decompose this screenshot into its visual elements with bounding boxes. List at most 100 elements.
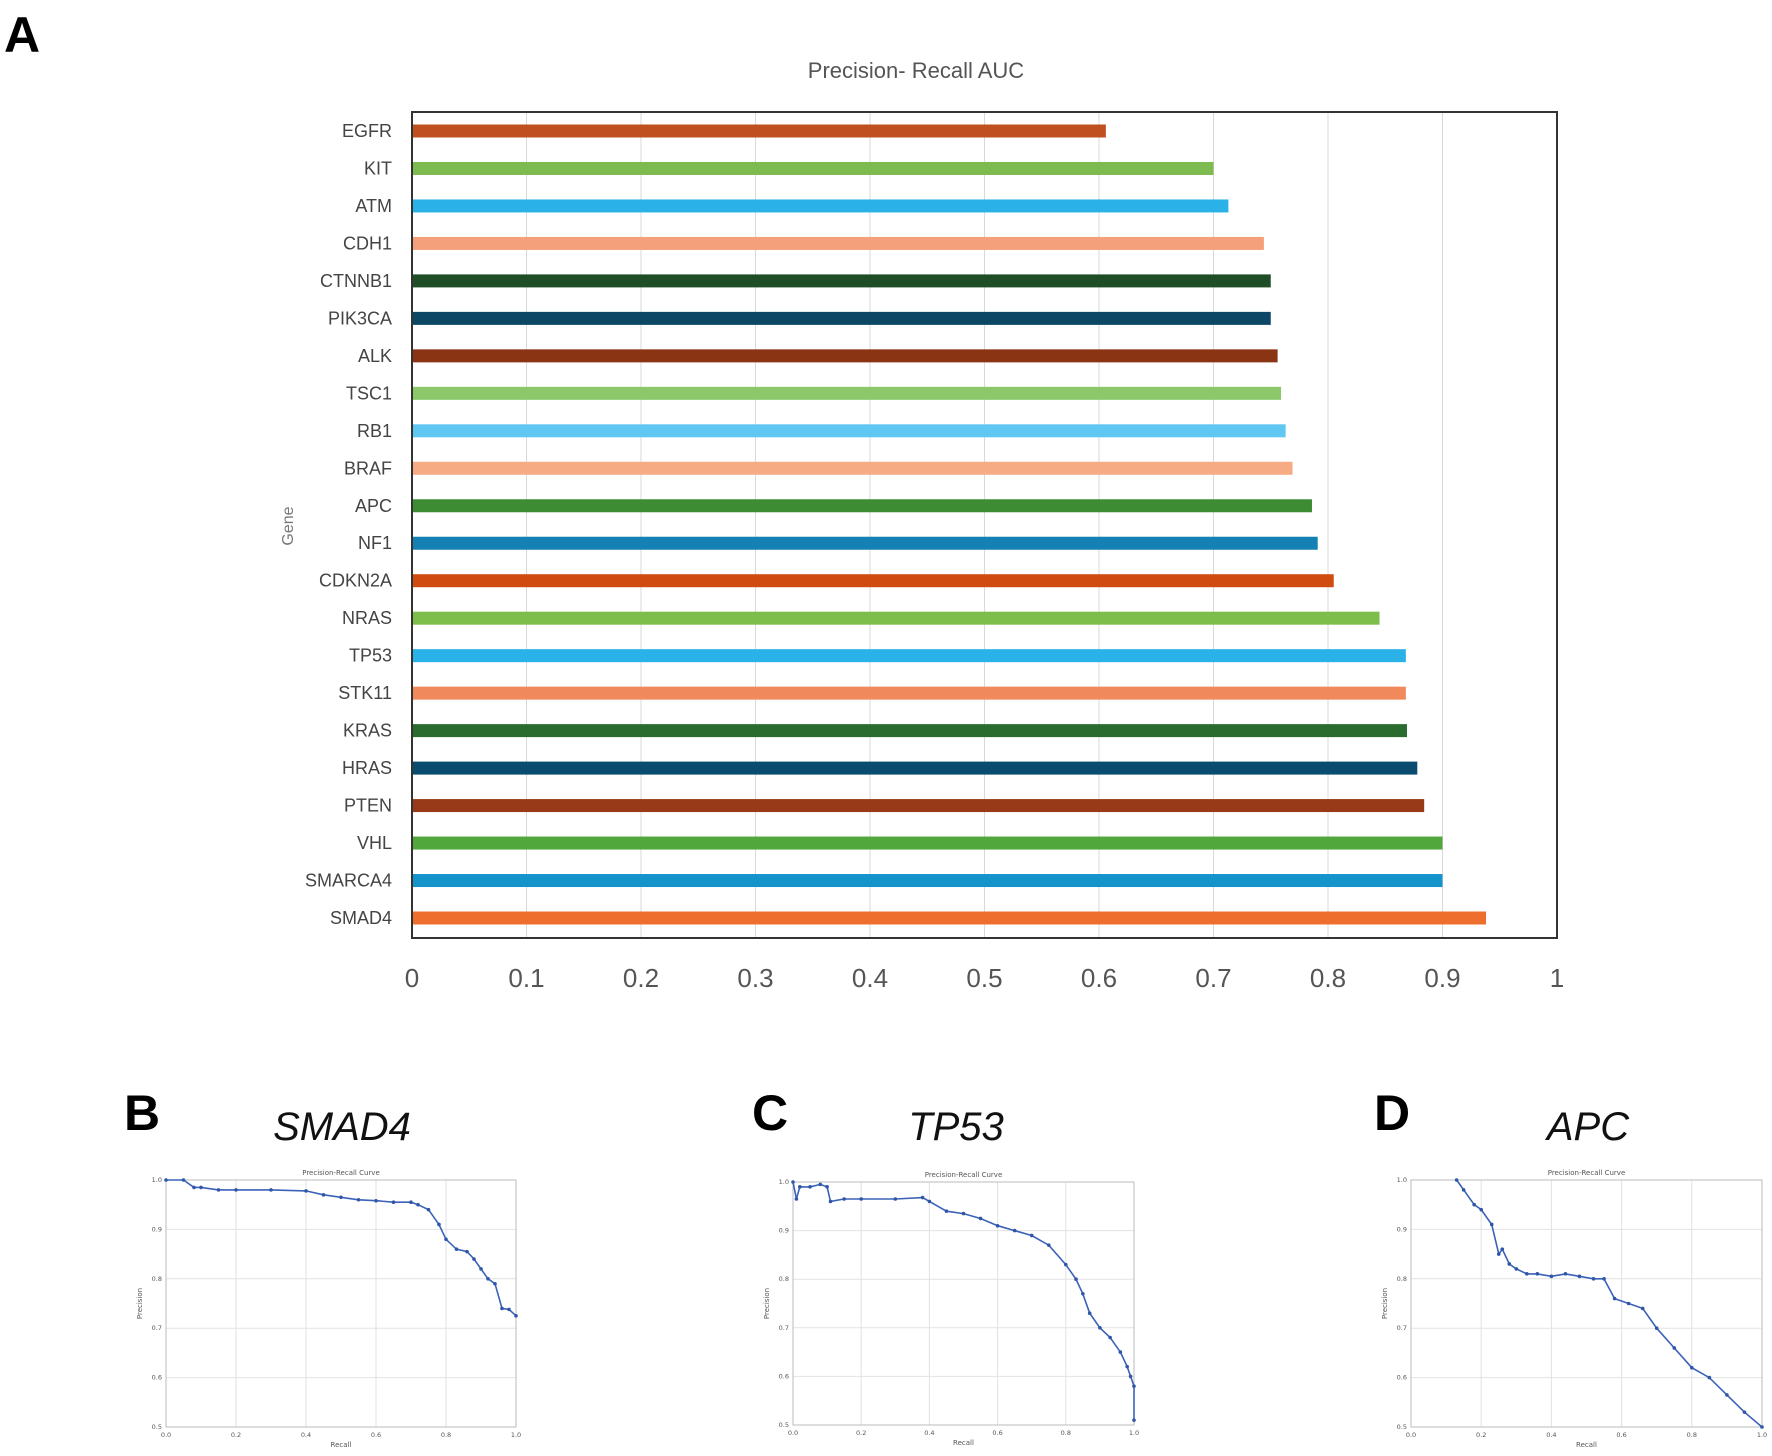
gene-label: SMARCA4	[305, 871, 392, 891]
bar	[413, 311, 1271, 325]
pr-point	[825, 1185, 829, 1189]
bar	[413, 499, 1312, 513]
bar	[413, 686, 1406, 700]
pr-point	[1064, 1262, 1068, 1267]
pr-point	[1074, 1277, 1078, 1281]
pr-y-label: Precision	[136, 1288, 144, 1319]
pr-x-tick: 1.0	[511, 1431, 521, 1439]
pr-point	[1507, 1262, 1512, 1266]
bar	[413, 611, 1380, 625]
pr-point	[216, 1188, 221, 1192]
bar	[413, 349, 1278, 363]
pr-point	[808, 1185, 812, 1189]
pr-point	[416, 1202, 420, 1207]
x-tick-label: 0.3	[737, 963, 773, 993]
gene-label: PIK3CA	[328, 308, 392, 328]
pr-point	[321, 1193, 326, 1197]
pr-point	[1707, 1375, 1712, 1380]
pr-point	[444, 1237, 448, 1242]
gene-label: STK11	[338, 683, 392, 703]
pr-point	[1081, 1291, 1085, 1296]
panel-label-c: C	[752, 1085, 788, 1141]
pr-x-tick: 0.8	[1687, 1431, 1697, 1439]
gene-label: KRAS	[343, 721, 392, 741]
gene-label: VHL	[357, 833, 392, 853]
bar	[413, 799, 1425, 813]
bar	[413, 386, 1282, 400]
pr-x-tick: 0.0	[161, 1431, 171, 1439]
pr-point	[1479, 1207, 1483, 1212]
x-tick-label: 0	[405, 963, 419, 993]
bar	[413, 574, 1334, 588]
pr-point	[437, 1222, 441, 1227]
pr-y-tick: 0.8	[1397, 1275, 1407, 1283]
gene-label: HRAS	[342, 758, 392, 778]
pr-point	[1672, 1346, 1677, 1350]
bar	[413, 424, 1286, 438]
pr-y-tick: 0.5	[779, 1421, 789, 1429]
pr-x-tick: 0.4	[924, 1429, 934, 1437]
pr-point	[961, 1211, 966, 1216]
panel-c-chart: Precision-Recall Curve 0.0 0.2 0.4 0.6 0.8 1.0…	[763, 1171, 1139, 1447]
pr-point	[859, 1197, 863, 1201]
pr-point	[269, 1188, 273, 1192]
pr-point	[1549, 1274, 1554, 1279]
pr-y-tick: 0.5	[1397, 1423, 1407, 1431]
pr-x-tick: 0.0	[788, 1429, 798, 1437]
pr-point	[1012, 1228, 1017, 1233]
bar	[413, 761, 1418, 775]
panel-label-a: A	[4, 7, 40, 63]
bar	[413, 161, 1214, 175]
pr-frame	[165, 1179, 517, 1428]
pr-point	[374, 1198, 378, 1203]
gene-label: ALK	[358, 346, 392, 366]
pr-point	[164, 1178, 168, 1182]
pr-curve	[792, 1181, 1135, 1421]
pr-point	[1500, 1247, 1505, 1251]
pr-point	[1496, 1252, 1501, 1256]
pr-y-tick: 0.8	[779, 1275, 789, 1283]
gene-label: NF1	[358, 533, 392, 553]
pr-y-tick: 1.0	[1397, 1176, 1407, 1184]
panel-c-gene-title: TP53	[908, 1105, 1004, 1149]
pr-point	[199, 1185, 203, 1190]
pr-point	[791, 1180, 795, 1184]
gene-label: KIT	[364, 158, 392, 178]
pr-point	[1602, 1277, 1606, 1281]
bar	[413, 274, 1271, 288]
pr-x-tick: 0.4	[1546, 1431, 1556, 1439]
gene-label: NRAS	[342, 608, 392, 628]
pr-point	[192, 1185, 196, 1190]
pr-point	[995, 1223, 1000, 1228]
pr-point	[920, 1195, 925, 1200]
pr-point	[507, 1307, 511, 1312]
pr-point	[1563, 1272, 1568, 1276]
pr-x-tick: 1.0	[1757, 1431, 1767, 1439]
pr-x-tick: 0.2	[856, 1429, 866, 1437]
bar	[413, 124, 1106, 138]
pr-point	[304, 1189, 308, 1193]
pr-point	[1725, 1393, 1729, 1397]
pr-x-tick: 0.8	[441, 1431, 451, 1439]
pr-point	[1472, 1202, 1476, 1207]
gene-labels: EGFR KIT ATM CDH1 CTNNB1 PIK3CA ALK TSC1 RB1 BRAF…	[305, 121, 392, 928]
pr-curve	[1455, 1179, 1763, 1428]
panel-b-gene-title: SMAD4	[273, 1105, 411, 1149]
pr-title: Precision-Recall Curve	[925, 1171, 1003, 1179]
pr-y-label: Precision	[763, 1288, 771, 1319]
pr-point	[842, 1197, 846, 1201]
pr-x-tick: 0.6	[1616, 1431, 1626, 1439]
gene-label: BRAF	[344, 458, 392, 478]
pr-point	[234, 1188, 238, 1192]
pr-point	[1514, 1267, 1519, 1271]
panel-label-d: D	[1374, 1085, 1410, 1141]
bar	[413, 836, 1443, 850]
pr-y-tick: 0.9	[1397, 1225, 1407, 1233]
pr-point	[828, 1199, 833, 1204]
bar	[413, 199, 1229, 213]
pr-title: Precision-Recall Curve	[302, 1169, 380, 1177]
pr-point	[1046, 1243, 1051, 1247]
pr-x-tick: 0.6	[371, 1431, 381, 1439]
bar	[413, 911, 1487, 925]
